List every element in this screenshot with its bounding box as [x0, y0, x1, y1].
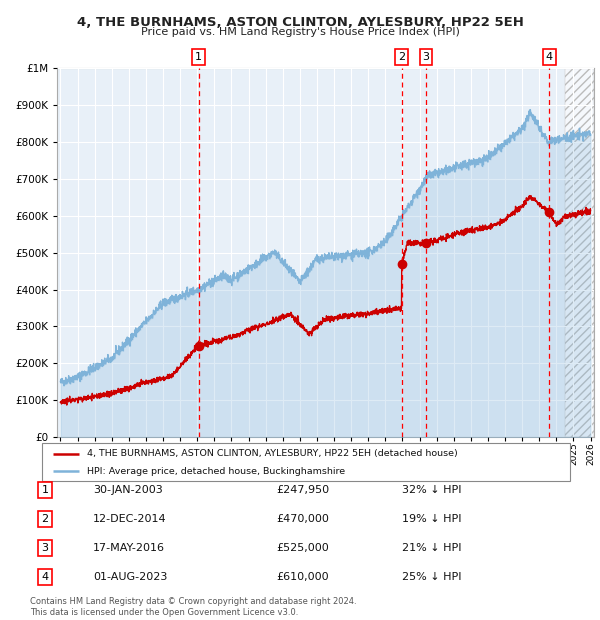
FancyBboxPatch shape: [42, 443, 570, 480]
Text: 4: 4: [545, 52, 553, 62]
Text: Contains HM Land Registry data © Crown copyright and database right 2024.: Contains HM Land Registry data © Crown c…: [30, 597, 356, 606]
Text: 19% ↓ HPI: 19% ↓ HPI: [402, 514, 461, 524]
Text: 1: 1: [195, 52, 202, 62]
Text: £525,000: £525,000: [276, 543, 329, 553]
Text: 17-MAY-2016: 17-MAY-2016: [93, 543, 165, 553]
Text: 12-DEC-2014: 12-DEC-2014: [93, 514, 167, 524]
Text: 4, THE BURNHAMS, ASTON CLINTON, AYLESBURY, HP22 5EH (detached house): 4, THE BURNHAMS, ASTON CLINTON, AYLESBUR…: [87, 450, 458, 458]
Text: Price paid vs. HM Land Registry's House Price Index (HPI): Price paid vs. HM Land Registry's House …: [140, 27, 460, 37]
Text: 01-AUG-2023: 01-AUG-2023: [93, 572, 167, 582]
Text: 4, THE BURNHAMS, ASTON CLINTON, AYLESBURY, HP22 5EH: 4, THE BURNHAMS, ASTON CLINTON, AYLESBUR…: [77, 16, 523, 29]
Text: £610,000: £610,000: [276, 572, 329, 582]
Text: 2: 2: [398, 52, 405, 62]
Text: 32% ↓ HPI: 32% ↓ HPI: [402, 485, 461, 495]
Text: This data is licensed under the Open Government Licence v3.0.: This data is licensed under the Open Gov…: [30, 608, 298, 617]
Text: 3: 3: [422, 52, 430, 62]
Text: 30-JAN-2003: 30-JAN-2003: [93, 485, 163, 495]
Text: 4: 4: [41, 572, 49, 582]
Text: 1: 1: [41, 485, 49, 495]
Text: £470,000: £470,000: [276, 514, 329, 524]
Text: 25% ↓ HPI: 25% ↓ HPI: [402, 572, 461, 582]
Text: 21% ↓ HPI: 21% ↓ HPI: [402, 543, 461, 553]
Text: 2: 2: [41, 514, 49, 524]
Text: HPI: Average price, detached house, Buckinghamshire: HPI: Average price, detached house, Buck…: [87, 467, 345, 476]
Text: £247,950: £247,950: [276, 485, 329, 495]
Text: 3: 3: [41, 543, 49, 553]
